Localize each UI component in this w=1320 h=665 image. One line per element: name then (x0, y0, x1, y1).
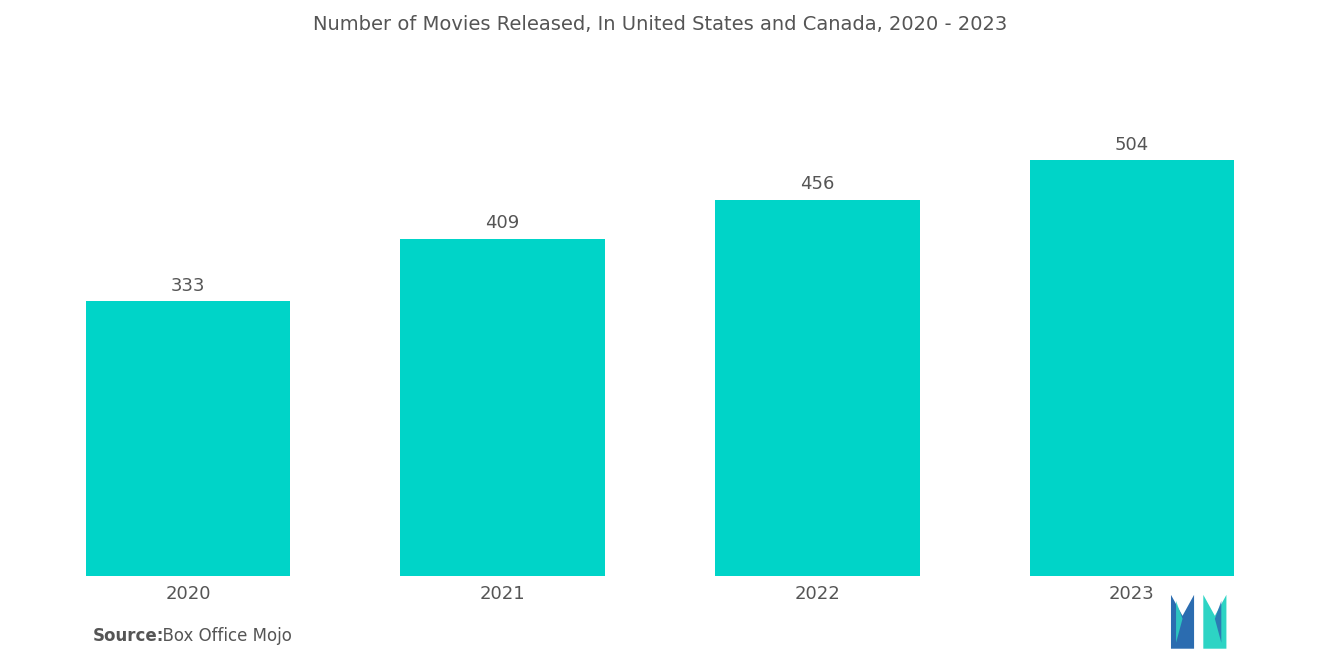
Text: 409: 409 (486, 214, 520, 232)
Bar (1030, 160, 1234, 576)
Title: Number of Movies Released, In United States and Canada, 2020 - 2023: Number of Movies Released, In United Sta… (313, 15, 1007, 34)
Bar (715, 200, 920, 576)
Polygon shape (1204, 595, 1226, 649)
Text: Box Office Mojo: Box Office Mojo (152, 627, 292, 645)
Polygon shape (1176, 601, 1183, 642)
Text: 456: 456 (800, 176, 834, 194)
Polygon shape (1214, 601, 1221, 642)
Text: Source:: Source: (92, 627, 164, 645)
Polygon shape (1171, 595, 1195, 649)
Bar (86, 301, 290, 576)
Bar (400, 239, 605, 576)
Text: 504: 504 (1115, 136, 1150, 154)
Text: 333: 333 (170, 277, 206, 295)
